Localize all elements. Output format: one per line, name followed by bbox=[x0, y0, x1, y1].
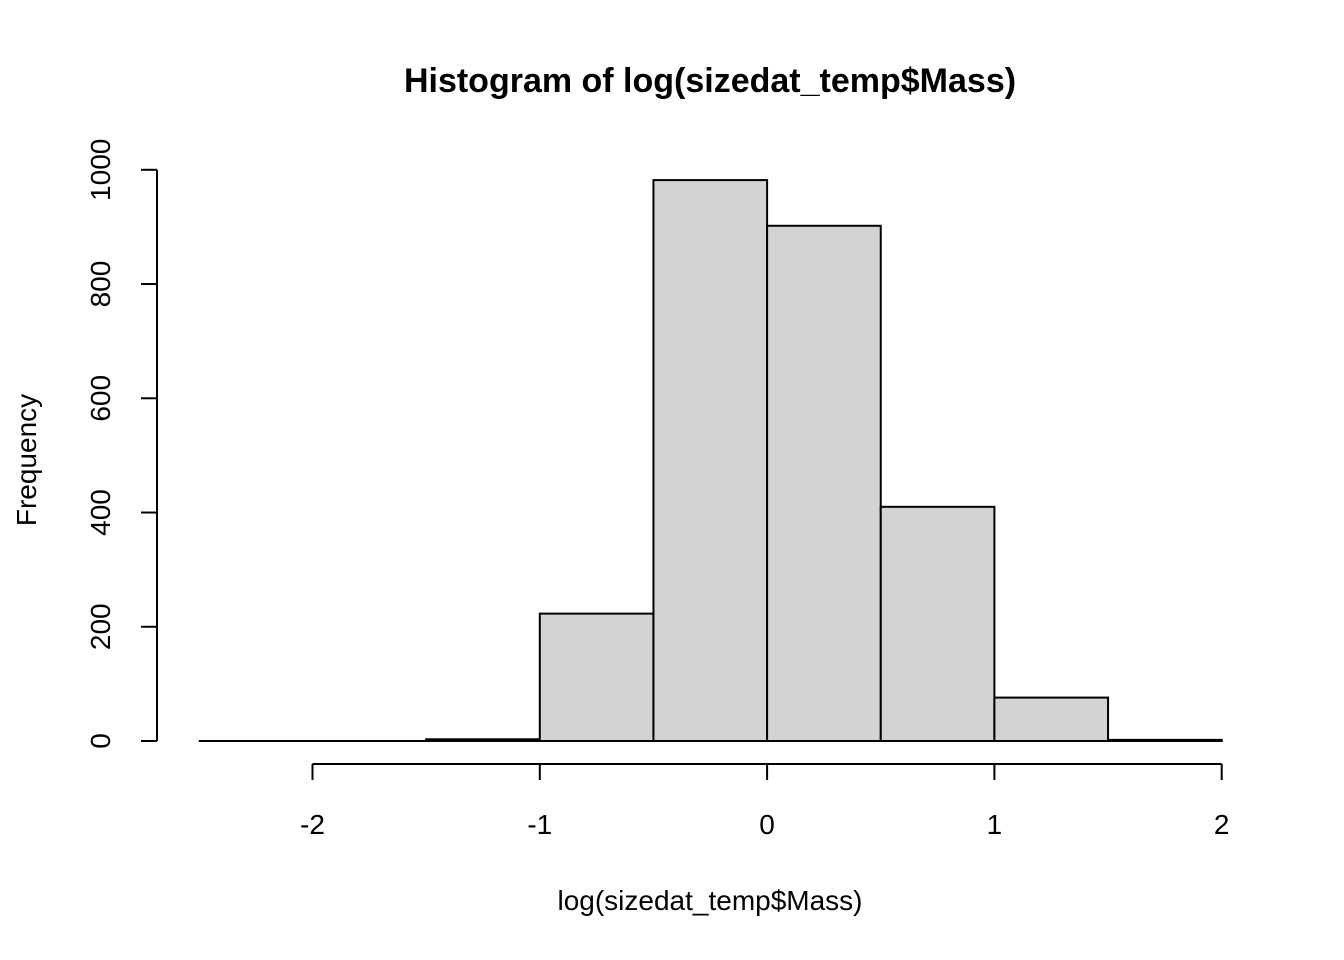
y-tick-label: 0 bbox=[85, 733, 116, 749]
histogram-bar bbox=[993, 696, 1110, 743]
y-tick-label: 1000 bbox=[85, 139, 116, 201]
x-tick-label: -1 bbox=[527, 809, 552, 840]
x-tick-label: -2 bbox=[300, 809, 325, 840]
y-tick-label: 200 bbox=[85, 603, 116, 650]
y-tick-label: 800 bbox=[85, 261, 116, 308]
y-tick-label: 600 bbox=[85, 375, 116, 422]
x-tick-label: 2 bbox=[1214, 809, 1230, 840]
histogram-bar bbox=[652, 179, 769, 742]
histogram-bar bbox=[766, 224, 882, 743]
x-tick-label: 1 bbox=[987, 809, 1003, 840]
y-tick-label: 400 bbox=[85, 489, 116, 536]
x-tick-label: 0 bbox=[759, 809, 775, 840]
histogram-bar bbox=[879, 505, 996, 743]
histogram-bar bbox=[538, 612, 655, 742]
y-axis: 0 200 400 600 800 1000 bbox=[85, 139, 158, 749]
histogram-bar bbox=[425, 738, 541, 742]
histogram-bar bbox=[1107, 738, 1223, 743]
y-axis-label: Frequency bbox=[11, 394, 42, 526]
x-axis: -2 -1 0 1 2 bbox=[300, 763, 1230, 840]
chart-title: Histogram of log(sizedat_temp$Mass) bbox=[404, 62, 1016, 100]
x-axis-label: log(sizedat_temp$Mass) bbox=[557, 885, 862, 916]
bars-group bbox=[198, 179, 1223, 743]
